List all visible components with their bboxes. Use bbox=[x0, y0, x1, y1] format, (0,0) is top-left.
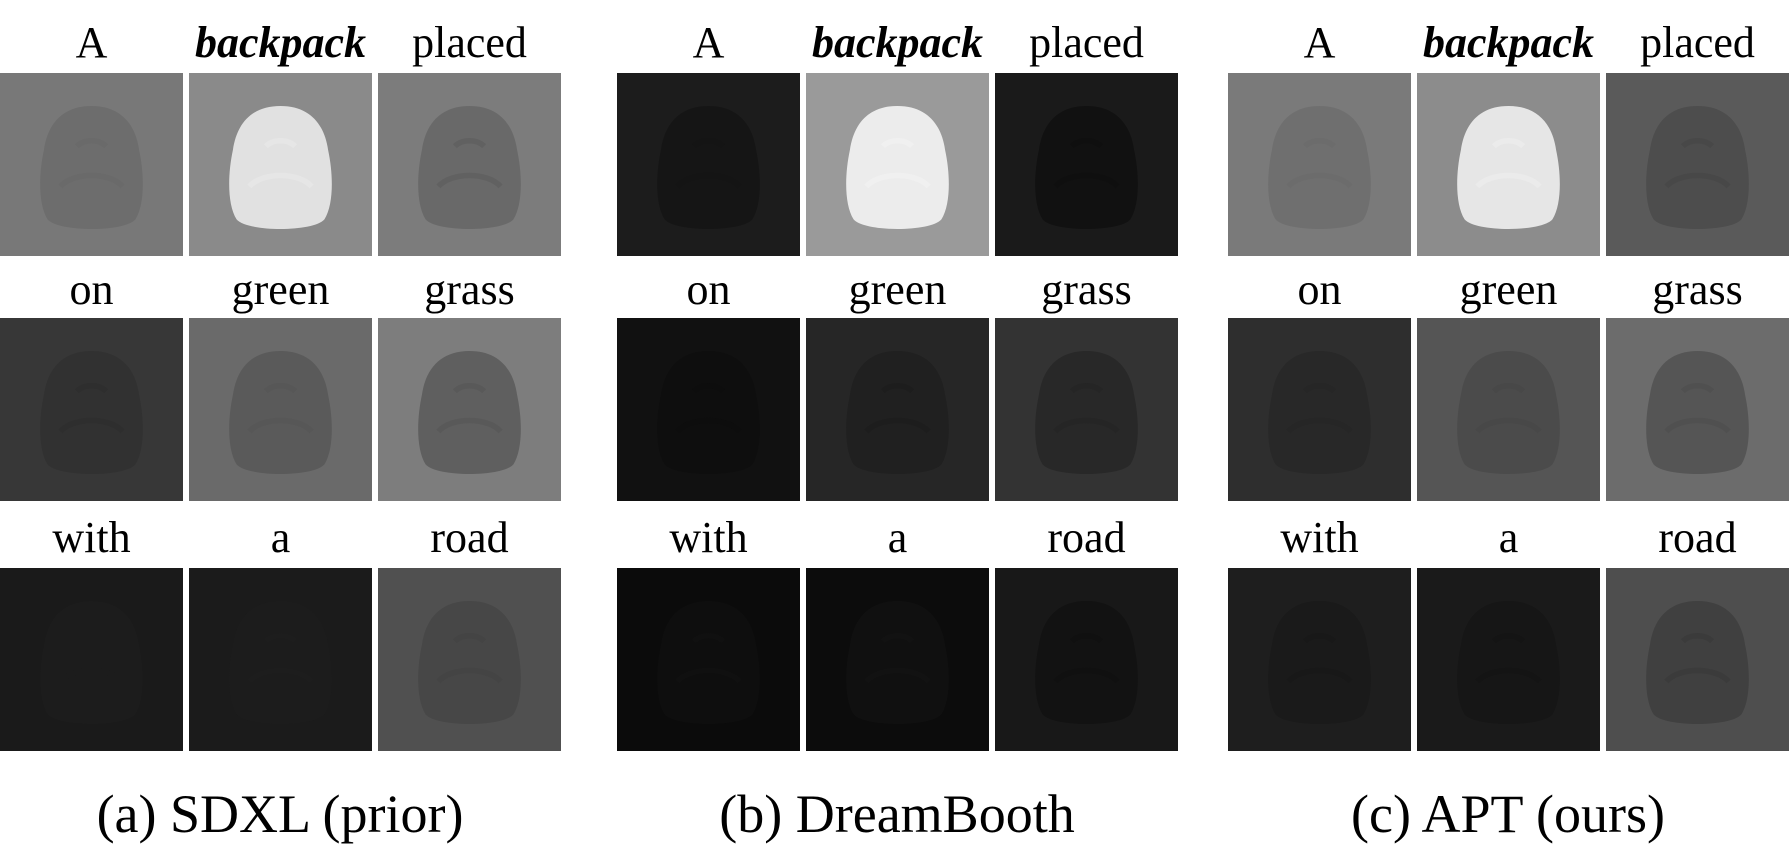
attention-map bbox=[1228, 318, 1411, 501]
token-label: on bbox=[69, 265, 114, 314]
panel-sdxl: A backpack placed on green grass with a … bbox=[0, 0, 561, 861]
token-label: placed bbox=[1640, 18, 1755, 67]
token-label: with bbox=[52, 513, 131, 562]
token-label: grass bbox=[1041, 265, 1132, 314]
attention-map bbox=[617, 73, 800, 256]
attention-map bbox=[0, 568, 183, 751]
attention-map bbox=[995, 568, 1178, 751]
token-label: A bbox=[692, 18, 725, 67]
panel-caption: (c) APT (ours) bbox=[1351, 784, 1665, 844]
token-label: road bbox=[430, 513, 509, 562]
attention-map bbox=[1228, 73, 1411, 256]
attention-map bbox=[378, 318, 561, 501]
attention-map bbox=[378, 568, 561, 751]
attention-map bbox=[1606, 318, 1789, 501]
attention-map bbox=[189, 318, 372, 501]
attention-map bbox=[806, 73, 989, 256]
token-label: A bbox=[1303, 18, 1336, 67]
token-label: with bbox=[669, 513, 748, 562]
panel-caption: (b) DreamBooth bbox=[719, 784, 1075, 844]
attention-map bbox=[995, 73, 1178, 256]
token-label: on bbox=[1297, 265, 1342, 314]
token-label: A bbox=[75, 18, 108, 67]
attention-map bbox=[189, 73, 372, 256]
panel-caption: (a) SDXL (prior) bbox=[96, 784, 464, 844]
attention-map bbox=[1606, 568, 1789, 751]
attention-map bbox=[617, 318, 800, 501]
attention-map bbox=[806, 568, 989, 751]
token-label: a bbox=[887, 513, 908, 562]
attention-map bbox=[189, 568, 372, 751]
attention-map bbox=[1417, 568, 1600, 751]
attention-map bbox=[1228, 568, 1411, 751]
attention-map bbox=[378, 73, 561, 256]
token-label: with bbox=[1280, 513, 1359, 562]
token-label: green bbox=[231, 265, 330, 314]
attention-map bbox=[995, 318, 1178, 501]
token-label: grass bbox=[424, 265, 515, 314]
token-label: a bbox=[1498, 513, 1519, 562]
attention-map bbox=[1417, 318, 1600, 501]
attention-map bbox=[1606, 73, 1789, 256]
token-label: backpack bbox=[194, 18, 367, 67]
attention-map bbox=[806, 318, 989, 501]
token-label: road bbox=[1658, 513, 1737, 562]
token-label: road bbox=[1047, 513, 1126, 562]
attention-map bbox=[0, 73, 183, 256]
panel-dreambooth: A backpack placed on green grass with a … bbox=[617, 0, 1178, 861]
token-label: backpack bbox=[811, 18, 984, 67]
panel-apt: A backpack placed on green grass with a … bbox=[1228, 0, 1789, 861]
attention-map bbox=[1417, 73, 1600, 256]
token-label: green bbox=[848, 265, 947, 314]
token-label: placed bbox=[412, 18, 527, 67]
token-label: grass bbox=[1652, 265, 1743, 314]
attention-map bbox=[0, 318, 183, 501]
attention-map bbox=[617, 568, 800, 751]
token-label: on bbox=[686, 265, 731, 314]
token-label: a bbox=[270, 513, 291, 562]
token-label: placed bbox=[1029, 18, 1144, 67]
token-label: green bbox=[1459, 265, 1558, 314]
token-label: backpack bbox=[1422, 18, 1595, 67]
